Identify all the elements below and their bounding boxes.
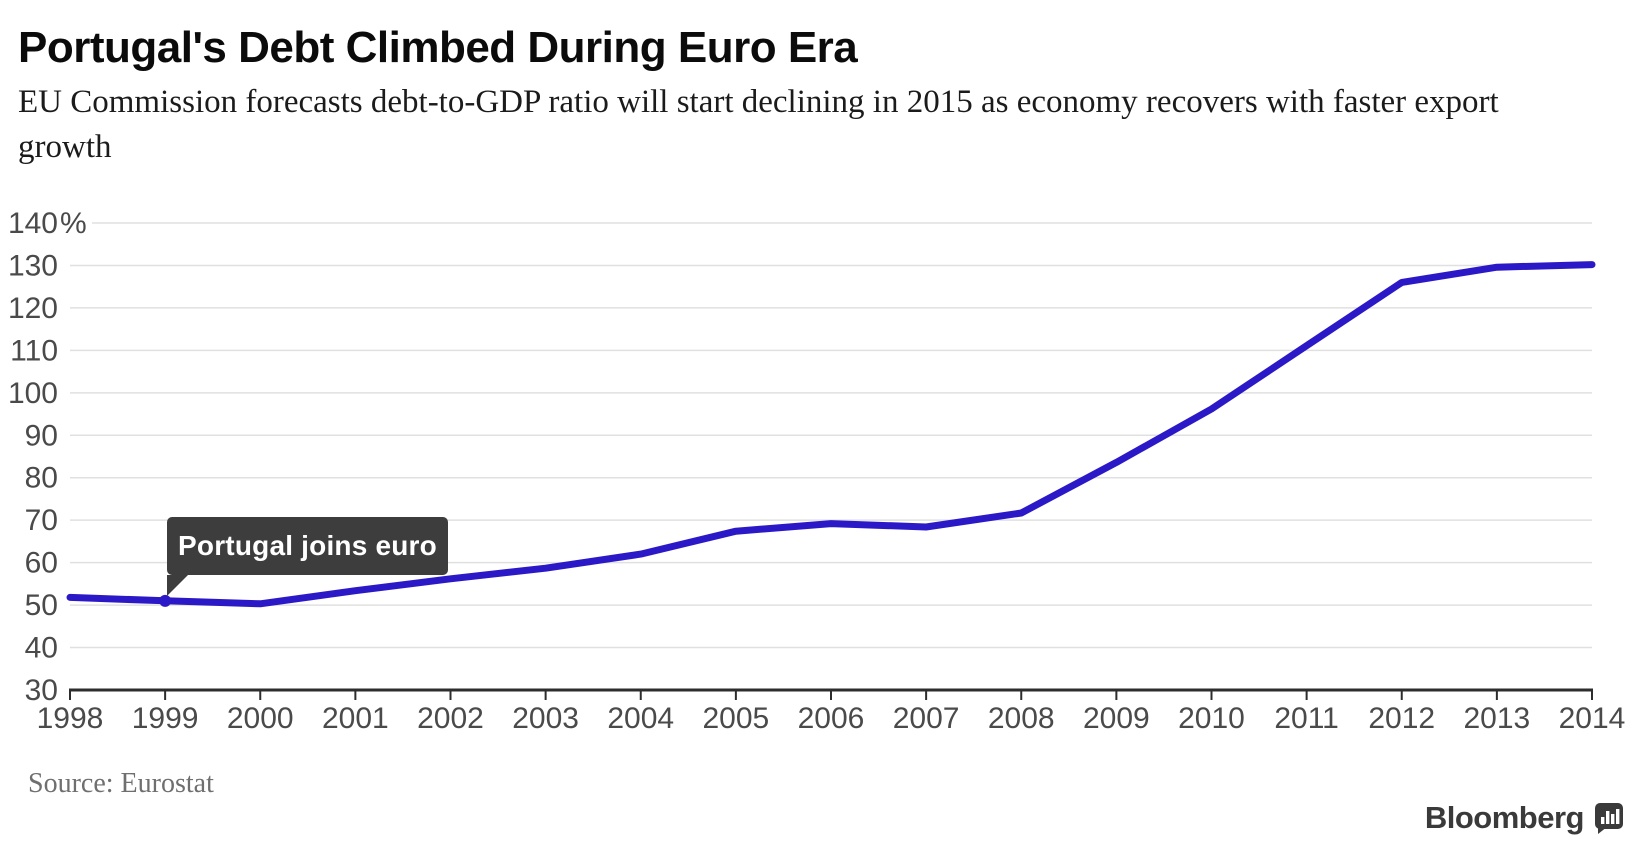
x-tick-label: 2011 <box>1274 702 1339 735</box>
y-tick-label: 120 <box>8 292 58 325</box>
x-tick-label: 2007 <box>893 702 960 735</box>
y-tick-label: 100 <box>8 377 58 410</box>
x-tick-label: 2013 <box>1464 702 1531 735</box>
chart-subtitle: EU Commission forecasts debt-to-GDP rati… <box>18 84 1499 166</box>
y-tick-label: 50 <box>25 589 58 622</box>
y-tick-label: 60 <box>25 547 58 580</box>
x-tick-label: 2000 <box>227 702 294 735</box>
annotation-point <box>159 594 172 607</box>
x-tick-label: 2010 <box>1178 702 1245 735</box>
bar-chart-icon <box>1595 803 1623 834</box>
y-tick-label: 80 <box>25 462 58 495</box>
y-tick-label: 110 <box>10 334 58 367</box>
x-tick-label: 2008 <box>988 702 1055 735</box>
x-tick-label: 1998 <box>37 702 104 735</box>
x-tick-label: 2005 <box>703 702 770 735</box>
y-tick-label: 30 <box>25 674 58 707</box>
x-tick-label: 1999 <box>132 702 199 735</box>
annotation-tooltip: Portugal joins euro <box>167 517 448 596</box>
y-tick-label: 40 <box>25 632 58 665</box>
debt-line <box>66 261 1596 608</box>
y-tick-suffix: % <box>60 207 87 240</box>
chart-title: Portugal's Debt Climbed During Euro Era <box>18 23 858 72</box>
y-tick-label: 70 <box>25 504 58 537</box>
x-tick-label: 2002 <box>417 702 484 735</box>
x-tick-label: 2003 <box>512 702 579 735</box>
bloomberg-logo: Bloomberg <box>1425 800 1624 836</box>
y-tick-label: 140 <box>8 207 58 240</box>
bloomberg-wordmark: Bloomberg <box>1424 800 1585 835</box>
x-tick-label: 2009 <box>1083 702 1150 735</box>
source-label: Source: Eurostat <box>28 768 214 799</box>
annotation-label: Portugal joins euro <box>178 530 437 561</box>
x-tick-label: 2006 <box>798 702 865 735</box>
x-tick-label: 2001 <box>322 702 389 735</box>
x-tick-label: 2014 <box>1559 702 1626 735</box>
y-tick-label: 130 <box>8 249 58 282</box>
y-tick-label: 90 <box>25 419 58 452</box>
chart-header: Portugal's Debt Climbed During Euro Era … <box>18 23 1598 170</box>
x-tick-label: 2004 <box>607 702 674 735</box>
x-tick-label: 2012 <box>1368 702 1435 735</box>
